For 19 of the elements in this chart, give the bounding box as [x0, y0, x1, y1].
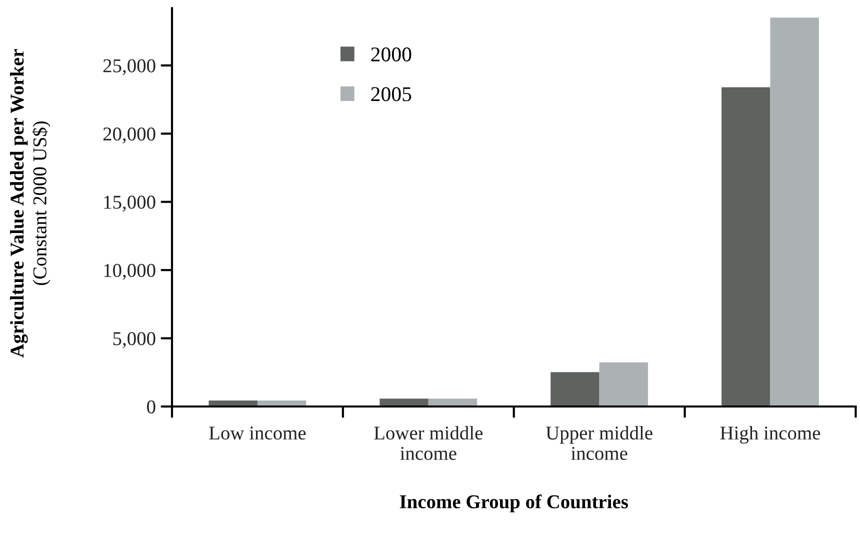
y-tick-label: 15,000 [104, 196, 156, 212]
x-tick-label: Upper middle income [546, 426, 652, 460]
legend-label: 2000 [371, 47, 412, 62]
x-tick-label: Lower middle income [374, 426, 483, 460]
bar [550, 372, 600, 406]
y-tick-label: 5,000 [113, 332, 156, 348]
x-tick-label: Low income [209, 426, 306, 440]
y2-axis-title: (Constant 2000 US$) [32, 121, 50, 286]
x-tick-label: High income [720, 426, 820, 444]
bar [599, 362, 648, 406]
bar [770, 18, 819, 406]
y-tick-label: 10,000 [104, 264, 156, 280]
y-axis-title: Agriculture Value Added per Worker [10, 49, 28, 358]
x-axis-title: Income Group of Countries [400, 494, 628, 512]
y-tick-label: 25,000 [103, 59, 156, 76]
y-tick-label: 20,000 [103, 127, 156, 144]
y-tick-label: 0 [147, 400, 156, 414]
legend-label: 2005 [371, 87, 412, 102]
bar [722, 87, 770, 406]
